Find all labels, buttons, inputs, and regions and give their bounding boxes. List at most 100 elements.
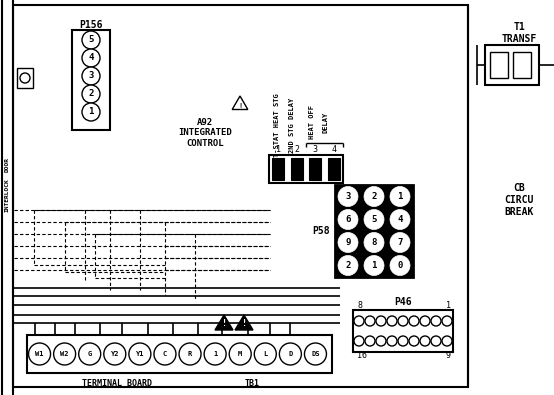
- Circle shape: [364, 233, 384, 252]
- Text: 3: 3: [345, 192, 351, 201]
- Text: P156: P156: [79, 20, 102, 30]
- Circle shape: [82, 103, 100, 121]
- Text: 2: 2: [294, 145, 299, 154]
- Text: 2: 2: [345, 261, 351, 270]
- Circle shape: [442, 336, 452, 346]
- Circle shape: [365, 336, 375, 346]
- Text: L: L: [263, 351, 268, 357]
- Circle shape: [431, 316, 441, 326]
- Circle shape: [365, 316, 375, 326]
- Bar: [309, 158, 321, 180]
- Text: 3: 3: [313, 145, 318, 154]
- Circle shape: [390, 233, 410, 252]
- Text: 4: 4: [331, 145, 336, 154]
- Circle shape: [104, 343, 126, 365]
- Circle shape: [82, 31, 100, 49]
- Text: C: C: [163, 351, 167, 357]
- Text: 1: 1: [371, 261, 377, 270]
- Text: 1: 1: [213, 351, 217, 357]
- Text: 1: 1: [276, 145, 281, 154]
- Text: 5: 5: [371, 215, 377, 224]
- Text: 9: 9: [446, 352, 451, 361]
- Text: INTERLOCK: INTERLOCK: [4, 178, 9, 212]
- Polygon shape: [215, 315, 233, 330]
- Circle shape: [390, 256, 410, 275]
- Text: W1: W1: [35, 351, 44, 357]
- Text: 4: 4: [88, 53, 94, 62]
- Text: 6: 6: [345, 215, 351, 224]
- Circle shape: [364, 186, 384, 207]
- Bar: [13, 5, 468, 387]
- Text: R: R: [188, 351, 192, 357]
- Circle shape: [409, 316, 419, 326]
- Circle shape: [387, 336, 397, 346]
- Text: G: G: [88, 351, 92, 357]
- Bar: [335, 185, 413, 277]
- Bar: [328, 158, 340, 180]
- Circle shape: [338, 233, 358, 252]
- Text: T1
TRANSF: T1 TRANSF: [501, 22, 537, 43]
- Text: 1: 1: [88, 107, 94, 117]
- Circle shape: [204, 343, 226, 365]
- Circle shape: [279, 343, 301, 365]
- Circle shape: [54, 343, 76, 365]
- Circle shape: [154, 343, 176, 365]
- Bar: [490, 52, 508, 78]
- Circle shape: [390, 209, 410, 229]
- Bar: [272, 158, 284, 180]
- Bar: [353, 310, 453, 352]
- Circle shape: [376, 336, 386, 346]
- Circle shape: [354, 316, 364, 326]
- Text: DOOR: DOOR: [4, 158, 9, 173]
- Text: TB1: TB1: [244, 378, 259, 387]
- Circle shape: [82, 49, 100, 67]
- Bar: [72, 30, 110, 130]
- Text: CB
CIRCU
BREAK: CB CIRCU BREAK: [504, 183, 534, 216]
- Text: 7: 7: [397, 238, 403, 247]
- Circle shape: [420, 336, 430, 346]
- Text: 4: 4: [397, 215, 403, 224]
- Circle shape: [431, 336, 441, 346]
- Circle shape: [409, 336, 419, 346]
- Text: 2: 2: [88, 90, 94, 98]
- Text: 8: 8: [357, 301, 362, 310]
- Circle shape: [79, 343, 101, 365]
- Bar: [269, 155, 343, 183]
- Circle shape: [398, 316, 408, 326]
- Text: T-STAT HEAT STG: T-STAT HEAT STG: [274, 93, 280, 157]
- Circle shape: [387, 316, 397, 326]
- Text: !: !: [238, 103, 242, 109]
- Text: HEAT OFF: HEAT OFF: [309, 105, 315, 139]
- Circle shape: [364, 256, 384, 275]
- Text: 0: 0: [397, 261, 403, 270]
- Text: Y2: Y2: [111, 351, 119, 357]
- Bar: [291, 158, 302, 180]
- Text: 1: 1: [446, 301, 451, 310]
- Polygon shape: [235, 315, 253, 330]
- Text: 2: 2: [371, 192, 377, 201]
- Text: A92
INTEGRATED
CONTROL: A92 INTEGRATED CONTROL: [178, 118, 232, 148]
- Text: 2ND STG DELAY: 2ND STG DELAY: [289, 98, 295, 152]
- Text: 16: 16: [357, 352, 367, 361]
- Circle shape: [420, 316, 430, 326]
- Text: P46: P46: [394, 297, 412, 307]
- Circle shape: [442, 316, 452, 326]
- Text: M: M: [238, 351, 242, 357]
- Circle shape: [376, 316, 386, 326]
- Bar: [27, 335, 332, 373]
- Circle shape: [254, 343, 276, 365]
- Text: 8: 8: [371, 238, 377, 247]
- Text: 3: 3: [88, 71, 94, 81]
- Circle shape: [82, 67, 100, 85]
- Bar: [17, 68, 33, 88]
- Circle shape: [390, 186, 410, 207]
- Text: TERMINAL BOARD: TERMINAL BOARD: [82, 378, 152, 387]
- Text: W2: W2: [60, 351, 69, 357]
- Text: DS: DS: [311, 351, 320, 357]
- Text: Y1: Y1: [136, 351, 144, 357]
- Circle shape: [129, 343, 151, 365]
- Circle shape: [364, 209, 384, 229]
- Circle shape: [338, 209, 358, 229]
- Circle shape: [82, 85, 100, 103]
- Circle shape: [354, 336, 364, 346]
